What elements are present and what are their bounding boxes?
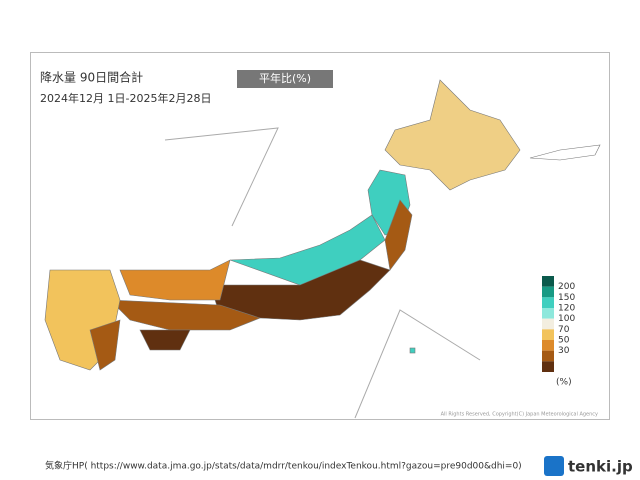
legend-swatch: [542, 286, 554, 298]
badge-bg: [237, 70, 333, 88]
legend-label: 150: [558, 293, 575, 303]
legend-label: 120: [558, 304, 575, 314]
map-frame: [30, 52, 610, 420]
land: [44, 79, 601, 371]
legend-label: 70: [558, 325, 570, 335]
logo-icon: [544, 456, 564, 476]
legend-label: 100: [558, 314, 575, 324]
legend-label: 50: [558, 336, 570, 346]
legend-swatch: [542, 276, 554, 287]
legend-swatch: [542, 308, 554, 319]
map-title: 降水量 90日間合計: [40, 70, 143, 85]
legend-swatch: [542, 329, 554, 340]
legend-unit: (%): [556, 378, 572, 388]
legend-swatch: [542, 318, 554, 330]
legend-swatch: [542, 350, 554, 362]
badge: 平年比(%): [259, 71, 311, 85]
period: 2024年12月 1日-2025年2月28日: [40, 91, 211, 105]
source: 気象庁HP( https://www.data.jma.go.jp/stats/…: [45, 460, 522, 472]
legend-swatch: [542, 361, 554, 372]
legend-swatch: [542, 340, 554, 351]
inset-lines: [164, 127, 481, 419]
copyright: All Rights Reserved, Copyright(C) Japan …: [441, 412, 598, 418]
legend-label: 200: [558, 282, 575, 292]
logo: tenki.jp: [568, 458, 633, 476]
legend-swatch: [542, 297, 554, 308]
legend-label: 30: [558, 346, 570, 356]
